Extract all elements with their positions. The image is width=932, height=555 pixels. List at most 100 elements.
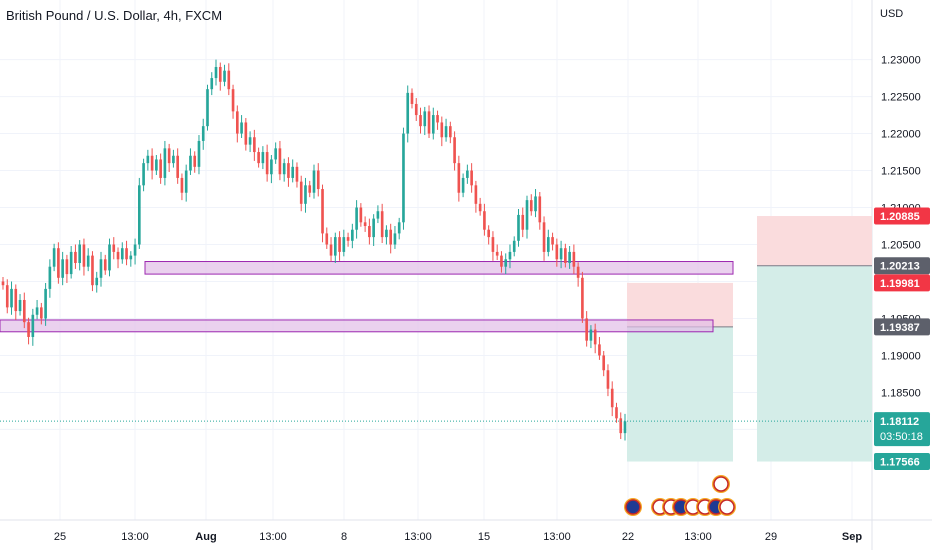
candle [253,129,256,161]
candle [10,281,13,315]
candle-body [163,148,167,178]
candle [581,271,584,323]
candle-body [431,115,435,134]
candle [40,302,43,325]
target-zone-1 [757,265,872,462]
x-tick-label: 8 [341,531,347,543]
candle [57,242,60,284]
current-price-bg [874,412,930,447]
candle [31,308,35,346]
label-entry-right-bg [874,318,930,336]
candle-body [14,288,18,312]
candle-body [282,163,286,175]
candle-body [308,185,312,193]
candle [440,116,444,147]
candle-body [57,248,60,278]
candle-body [606,370,610,389]
candle-body [449,126,452,138]
candle [542,216,546,261]
candle-body [146,155,150,164]
label-stop-high-bg [874,207,930,225]
candle [406,85,410,143]
candle [606,364,610,397]
candle [86,248,90,272]
candle [380,203,384,244]
candle [227,63,231,96]
uk-event-icon [624,498,642,516]
candle [346,232,350,247]
candle [491,231,495,261]
candle [368,218,371,245]
candle-body [167,148,171,164]
candle [478,197,482,216]
candle-body [359,207,363,223]
candle [419,107,422,134]
candle-body [461,177,465,193]
candle-body [542,222,546,252]
candle-body [312,170,316,193]
candle [108,238,111,277]
candle-body [231,89,235,112]
candle [48,259,52,298]
candle-body [457,163,461,193]
candle [483,203,486,236]
candle [282,158,286,182]
candle-body [95,277,99,286]
candle-body [287,163,290,178]
candle-body [274,148,277,160]
candle-body [248,137,252,145]
candle [257,147,260,168]
candle [487,225,490,245]
candle [133,238,137,265]
candle-body [99,259,103,278]
candle-body [48,266,52,289]
candle-body [436,115,439,123]
candle [474,180,478,213]
candle-body [495,251,499,256]
candle-body [108,244,111,271]
candle [444,118,448,142]
candle-body [559,248,563,260]
candle-body [244,122,248,145]
candle [461,173,465,198]
candle [512,236,516,257]
us-event-icon [712,475,730,493]
candle-body [546,237,550,252]
candle-body [1,281,5,286]
candle-body [142,163,145,186]
candle [295,162,299,188]
candle [338,231,341,261]
y-tick-label: 1.18500 [881,387,921,399]
candle-body [184,170,188,193]
x-tick-label: 15 [478,531,490,543]
candle [274,142,277,164]
candle [423,106,427,136]
candle-body [129,255,133,260]
candle-body [538,196,542,223]
candle [504,253,508,275]
candle [218,62,222,91]
candle [35,299,39,320]
candle [14,284,18,320]
candle-body [10,288,13,308]
candle-body [116,251,120,260]
event-flag [713,476,729,492]
candle-body [534,196,537,212]
x-tick-label: Aug [195,531,216,543]
countdown-label: 03:50:18 [880,431,923,443]
candle [82,238,86,276]
candle [376,205,380,224]
candle-body [376,211,380,219]
candle [389,223,393,254]
candle [410,88,414,109]
upper-zone [144,261,734,275]
label-entry-left: 1.20213 [880,261,920,273]
candle-body [504,259,508,267]
candle [299,175,303,212]
candle [466,164,469,184]
candle [248,131,252,153]
candle [372,214,375,246]
candle-body [278,148,282,175]
